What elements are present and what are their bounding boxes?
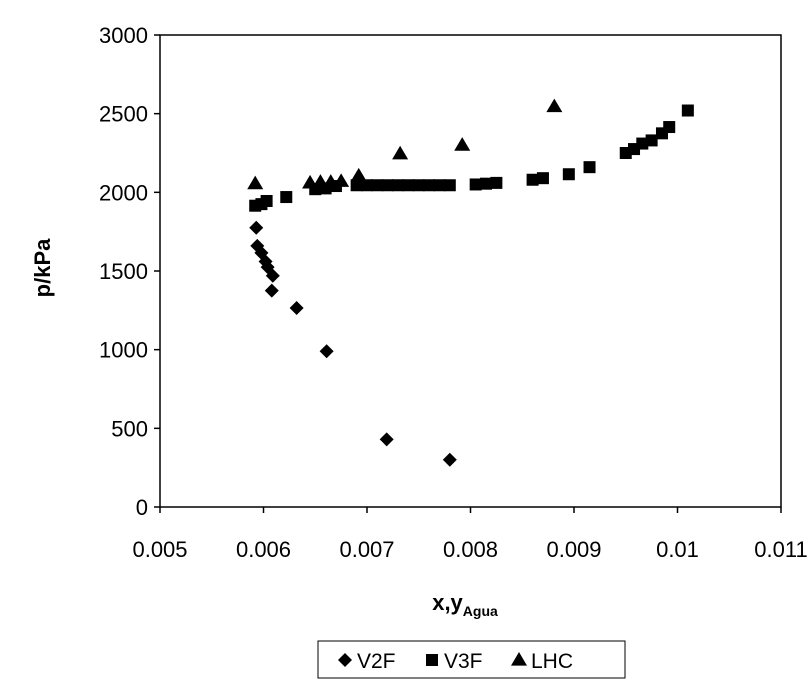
v2f-point: [264, 283, 279, 298]
legend-marker-lhc: [511, 652, 527, 666]
legend-label-lhc: LHC: [531, 650, 573, 673]
series-v2f: [249, 220, 457, 467]
v2f-point: [289, 300, 304, 315]
v2f-point: [319, 344, 334, 359]
v2f-point: [442, 452, 457, 467]
lhc-point: [454, 137, 471, 151]
v3f-point: [526, 173, 539, 186]
x-axis-title: x,yAgua: [432, 590, 498, 619]
v3f-point: [645, 134, 658, 147]
lhc-point: [392, 145, 409, 160]
y-tick-label: 0: [136, 495, 148, 520]
v3f-point: [681, 104, 694, 117]
legend-box: [317, 640, 626, 679]
x-tick-label: 0.007: [339, 537, 394, 562]
v3f-point: [636, 137, 649, 150]
v3f-point: [392, 179, 405, 192]
y-axis-title: p/kPa: [30, 238, 55, 297]
v2f-point: [379, 432, 394, 447]
v2f-point: [265, 268, 280, 283]
y-axis-ticks: 0 500 1000 1500 2000 2500 3000: [99, 23, 160, 520]
lhc-point: [333, 173, 350, 187]
v3f-point: [583, 161, 596, 174]
v3f-point: [536, 172, 549, 185]
v3f-point: [663, 121, 676, 134]
x-axis-title-subscript: Agua: [463, 603, 498, 619]
x-tick-label: 0.011: [754, 537, 807, 562]
lhc-point: [247, 175, 264, 190]
x-axis-title-main: x,y: [432, 590, 463, 615]
y-tick-label: 3000: [99, 23, 148, 48]
x-tick-label: 0.009: [546, 537, 601, 562]
y-tick-label: 2000: [99, 180, 148, 205]
lhc-point: [312, 174, 329, 188]
data-points: [247, 98, 694, 467]
x-tick-label: 0.005: [132, 537, 187, 562]
v2f-point: [249, 220, 264, 235]
x-tick-label: 0.006: [236, 537, 291, 562]
v3f-point: [469, 178, 482, 191]
legend-label-v3f: V3F: [444, 650, 483, 673]
x-tick-label: 0.008: [443, 537, 498, 562]
legend-label-v2f: V2F: [357, 650, 396, 673]
y-tick-label: 1000: [99, 338, 148, 363]
v3f-point: [412, 179, 425, 192]
v3f-point: [361, 179, 373, 192]
v3f-point: [562, 168, 575, 181]
v3f-point: [480, 177, 493, 190]
series-lhc: [247, 98, 563, 190]
v3f-point: [443, 179, 456, 192]
y-tick-label: 2500: [99, 102, 148, 127]
v3f-point: [350, 179, 363, 192]
v3f-point: [260, 194, 273, 207]
legend-marker-v3f: [426, 654, 438, 666]
legend-marker-v2f: [338, 653, 352, 667]
v3f-point: [490, 176, 503, 189]
v3f-point: [402, 179, 415, 192]
y-tick-label: 1500: [99, 259, 148, 284]
v3f-point: [433, 179, 446, 192]
x-axis-ticks: 0.005 0.006 0.007 0.008 0.009 0.01 0.011: [132, 507, 808, 562]
y-tick-label: 500: [111, 416, 148, 441]
v3f-point: [280, 191, 293, 204]
lhc-point: [546, 98, 563, 113]
v3f-point: [423, 179, 436, 192]
x-tick-label: 0.01: [656, 537, 699, 562]
v3f-point: [381, 179, 394, 192]
v2f-point: [254, 245, 269, 260]
lhc-point: [350, 167, 367, 182]
legend: V2F V3F LHC: [338, 650, 573, 673]
v3f-point: [371, 179, 384, 192]
